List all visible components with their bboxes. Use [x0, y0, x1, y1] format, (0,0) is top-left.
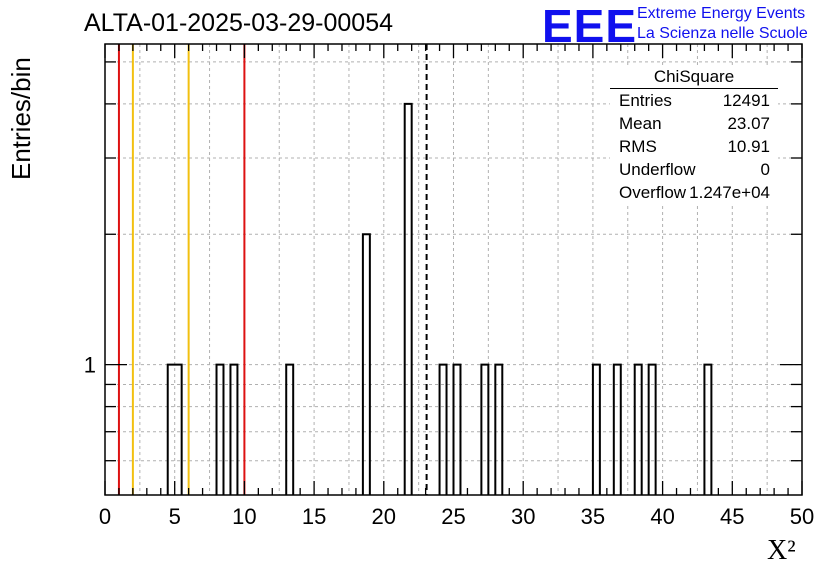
x-tick-label: 20 — [372, 504, 396, 529]
y-tick-label: 1 — [84, 353, 96, 378]
stats-value: 23.07 — [727, 114, 770, 133]
stats-key: Mean — [619, 114, 662, 133]
x-tick-label: 45 — [720, 504, 744, 529]
stats-box: ChiSquare Entries 12491 Mean 23.07 RMS 1… — [610, 67, 778, 206]
stats-row: Overflow 1.247e+04 — [610, 183, 778, 206]
stats-value: 1.247e+04 — [689, 183, 770, 202]
x-tick-label: 10 — [232, 504, 256, 529]
histogram-bar — [229, 363, 239, 495]
histogram-bar — [166, 363, 183, 495]
histogram-bar — [633, 363, 643, 495]
stats-row: RMS 10.91 — [610, 137, 778, 160]
histogram-bar — [612, 363, 622, 495]
x-tick-label: 5 — [169, 504, 181, 529]
histogram-bar — [494, 363, 504, 495]
x-tick-label: 50 — [790, 504, 814, 529]
stats-row: Mean 23.07 — [610, 114, 778, 137]
x-axis-label: X² — [767, 535, 796, 566]
stats-key: RMS — [619, 137, 657, 156]
stats-key: Entries — [619, 91, 672, 110]
histogram-bar — [647, 363, 657, 495]
logo-line-2: La Scienza nelle Scuole — [637, 25, 808, 42]
x-tick-label: 40 — [650, 504, 674, 529]
chart-title: ALTA-01-2025-03-29-00054 — [84, 9, 393, 37]
histogram-bar — [452, 363, 462, 495]
stats-value: 10.91 — [727, 137, 770, 156]
x-tick-label: 0 — [99, 504, 111, 529]
histogram-bar — [591, 363, 601, 495]
histogram-bar — [215, 363, 225, 495]
logo-line-1: Extreme Energy Events — [637, 5, 806, 22]
histogram-bar — [285, 363, 295, 495]
x-tick-label: 15 — [302, 504, 326, 529]
stats-value: 0 — [760, 160, 770, 179]
x-tick-label: 25 — [441, 504, 465, 529]
stats-key: Overflow — [619, 183, 687, 202]
stats-title: ChiSquare — [610, 67, 778, 89]
stats-row: Entries 12491 — [610, 91, 778, 114]
histogram-bar — [438, 363, 448, 495]
histogram-bar — [403, 102, 413, 495]
stats-row: Underflow 0 — [610, 160, 778, 183]
histogram-bar — [361, 233, 371, 495]
stats-value: 12491 — [722, 91, 770, 110]
x-tick-label: 35 — [581, 504, 605, 529]
histogram-bar — [480, 363, 490, 495]
eee-logo: EEE — [542, 0, 638, 52]
x-tick-label: 30 — [511, 504, 535, 529]
stats-key: Underflow — [619, 160, 696, 179]
y-axis-label: Entries/bin — [6, 57, 36, 180]
histogram-bar — [703, 363, 713, 495]
